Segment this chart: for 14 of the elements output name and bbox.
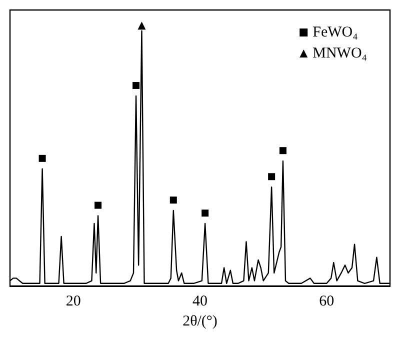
point	[170, 196, 177, 204]
point	[132, 82, 140, 90]
point	[94, 202, 102, 209]
legend-label: MNWO₄	[312, 46, 367, 62]
x-axis-title: 2θ/(°)	[182, 313, 218, 330]
point	[268, 173, 276, 180]
point	[202, 210, 209, 217]
x-tick-label: 40	[192, 294, 208, 310]
legend-label: FeWO₄	[312, 24, 358, 40]
point	[138, 22, 146, 30]
point	[279, 147, 286, 154]
x-tick-label: 20	[66, 294, 81, 310]
x-tick-label: 60	[319, 294, 334, 310]
point	[38, 154, 46, 162]
